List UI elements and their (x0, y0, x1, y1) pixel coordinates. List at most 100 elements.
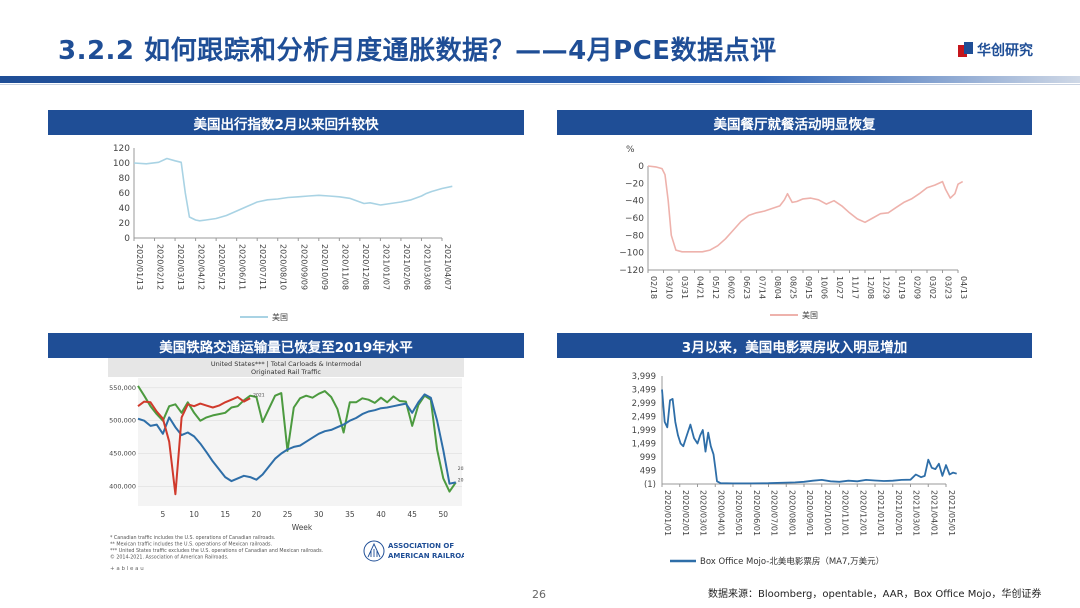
chart-subtitle: United States*** | Total Carloads & Inte… (211, 360, 362, 368)
x-tick-label: 03/02 (928, 276, 937, 299)
series-end-label-2021: 2021 (253, 392, 265, 398)
series-end-label-2020: 2020 (458, 466, 464, 472)
x-tick-label: 2020/09/01 (805, 490, 814, 536)
x-tick-label: 12/29 (882, 276, 891, 299)
y-tick-label: −120 (619, 266, 644, 276)
x-tick-label: 02/09 (913, 276, 922, 299)
x-tick-label: 01/19 (897, 276, 906, 299)
x-tick-label: 2021/02/01 (894, 490, 903, 536)
page-number: 26 (532, 588, 546, 601)
y-tick-label: 40 (119, 204, 131, 214)
x-tick-label: 04/21 (696, 276, 705, 299)
y-tick-label: 100 (113, 159, 130, 169)
aar-logo-icon (363, 540, 385, 562)
y-tick-label: 2,499 (632, 413, 656, 423)
y-tick-label: 20 (119, 219, 131, 229)
series-end-label-2019: 2019 (458, 478, 464, 484)
x-tick-label: 2021/01/01 (876, 490, 885, 536)
x-tick-label: 50 (439, 510, 449, 519)
x-tick-label: 10 (189, 510, 199, 519)
series-line-box-office (661, 389, 957, 485)
header-rule (0, 76, 1080, 83)
aar-logo-text-1: ASSOCIATION OF (388, 542, 454, 550)
plot-background (138, 378, 462, 506)
x-tick-label: 2020/11/01 (841, 490, 850, 536)
footnote: *** United States traffic excludes the U… (110, 548, 323, 554)
x-tick-label: 06/23 (742, 276, 751, 299)
x-tick-label: 04/13 (959, 276, 968, 299)
y-tick-label: (1) (644, 480, 656, 490)
x-tick-label: 20 (252, 510, 262, 519)
x-tick-label: 2020/01/01 (663, 490, 672, 536)
y-tick-label: −80 (625, 231, 644, 241)
panel-title-rail: 美国铁路交通运输量已恢复至2019年水平 (48, 333, 524, 358)
x-tick-label: 2020/07/11 (258, 244, 267, 290)
y-tick-label: 1,999 (632, 426, 656, 436)
chart-box-office: (1) 499 999 1,499 1,999 2,499 2,999 3,499 3,999 2… (610, 364, 990, 580)
x-tick-label: 2020/09/09 (299, 244, 308, 290)
x-tick-label: 10/06 (820, 276, 829, 299)
header-rule-thin (0, 84, 1080, 85)
brand-logo-text: 华创研究 (977, 43, 1033, 59)
x-tick-label: 12/08 (866, 276, 875, 299)
x-tick-label: 03/10 (665, 276, 674, 299)
y-tick-label: 999 (640, 453, 656, 463)
x-tick-label: 2020/10/01 (823, 490, 832, 536)
x-tick-label: 08/25 (789, 276, 798, 299)
x-tick-label: 03/31 (680, 276, 689, 299)
x-tick-label: 2020/04/01 (716, 490, 725, 536)
chart-header-band (108, 358, 464, 377)
x-tick-label: 35 (345, 510, 355, 519)
x-tick-label: 30 (314, 510, 324, 519)
x-tick-label: 11/17 (851, 276, 860, 299)
series-line-us (133, 157, 453, 222)
x-axis-label: Week (292, 523, 313, 532)
y-tick-label: −40 (625, 197, 644, 207)
x-tick-label: 05/12 (711, 276, 720, 299)
legend-label: Box Office Mojo-北美电影票房（MA7,万美元） (700, 556, 884, 567)
x-tick-label: 2021/01/07 (381, 244, 390, 290)
x-tick-label: 2020/10/09 (320, 244, 329, 290)
x-tick-label: 25 (283, 510, 293, 519)
chart-restaurant: % 0 −20 −40 −60 −80 −100 −120 02/18 03/10 03/31 04/… (600, 140, 980, 328)
x-tick-label: 2020/08/01 (787, 490, 796, 536)
x-tick-label: 2021/03/01 (912, 490, 921, 536)
x-tick-label: 2020/06/01 (752, 490, 761, 536)
x-tick-label: 2020/08/10 (279, 244, 288, 290)
y-tick-label: 500,000 (109, 417, 136, 425)
y-tick-label: 550,000 (109, 384, 136, 392)
x-tick-label: 2020/02/01 (681, 490, 690, 536)
x-tick-label: 2020/05/01 (734, 490, 743, 536)
series-line-2020 (137, 393, 457, 485)
brand-logo: 华创研究 (958, 40, 1033, 60)
x-tick-label: 45 (407, 510, 417, 519)
y-tick-label: 1,499 (632, 440, 656, 450)
x-tick-label: 02/18 (649, 276, 658, 299)
footnote: * Canadian traffic includes the U.S. ope… (110, 535, 275, 541)
x-tick-label: 2021/02/06 (402, 244, 411, 290)
y-tick-label: −20 (625, 179, 644, 189)
x-tick-label: 2020/03/13 (176, 244, 185, 290)
x-tick-label: 2020/07/01 (770, 490, 779, 536)
x-tick-label: 2020/11/08 (340, 244, 349, 290)
x-tick-label: 40 (376, 510, 386, 519)
x-tick-label: 2020/02/12 (156, 244, 165, 290)
y-tick-label: 60 (119, 189, 131, 199)
y-tick-label: 400,000 (109, 482, 136, 490)
y-tick-label: 80 (119, 174, 131, 184)
x-tick-label: 2021/04/01 (929, 490, 938, 536)
footnote: © 2014-2021. Association of American Rai… (110, 554, 229, 561)
brand-logo-icon (958, 42, 974, 58)
x-tick-label: 10/27 (835, 276, 844, 299)
series-line-2021 (137, 396, 251, 496)
y-tick-label: 0 (124, 234, 130, 244)
x-tick-label: 2020/12/08 (361, 244, 370, 290)
x-tick-label: 15 (220, 510, 230, 519)
x-tick-label: 2020/01/13 (135, 244, 144, 290)
x-tick-label: 2021/04/07 (443, 244, 452, 290)
legend-label: 美国 (272, 312, 288, 322)
x-tick-label: 08/04 (773, 276, 782, 299)
x-tick-label: 03/23 (944, 276, 953, 299)
x-tick-label: 2020/04/12 (197, 244, 206, 290)
source-note: 数据来源：Bloomberg，opentable，AAR，Box Office … (708, 589, 1042, 600)
